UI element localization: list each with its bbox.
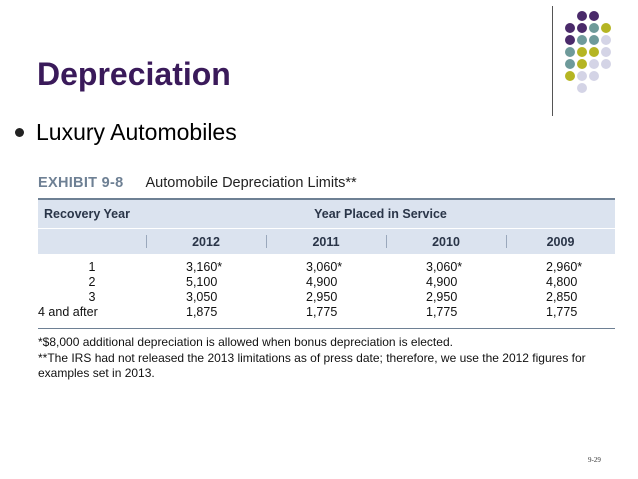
exhibit-header: EXHIBIT 9-8 Automobile Depreciation Limi… (38, 175, 615, 195)
exhibit-number: EXHIBIT 9-8 (38, 175, 124, 191)
decorative-vertical-line (552, 6, 553, 116)
decor-dot (589, 11, 599, 21)
year-header: 2009 (506, 228, 615, 254)
depreciation-table: Recovery Year Year Placed in Service 201… (38, 200, 615, 329)
decor-dot (565, 47, 575, 57)
value-cell: 4,900 (306, 275, 338, 289)
bullet-text: Luxury Automobiles (36, 119, 237, 145)
decor-dot (589, 35, 599, 45)
value-cell: 2,950 (426, 290, 458, 304)
decor-dot (577, 83, 587, 93)
page-number: 9-29 (588, 456, 601, 464)
decor-dot (565, 23, 575, 33)
year-header: 2011 (266, 228, 386, 254)
decor-dot (577, 71, 587, 81)
exhibit-figure: EXHIBIT 9-8 Automobile Depreciation Limi… (38, 175, 615, 382)
slide-title: Depreciation (37, 56, 231, 92)
table-year-row: 2012 2011 2010 2009 (38, 228, 615, 254)
year-header: 2010 (386, 228, 506, 254)
value-cell: 2,950 (306, 290, 338, 304)
decor-dot (565, 71, 575, 81)
empty-header-cell (38, 228, 146, 254)
footnote-continued: examples set in 2013. (38, 366, 155, 380)
value-cell: 3,060* (306, 260, 343, 274)
table-row: 4 and after 1,875 1,775 1,775 1,775 (38, 305, 615, 320)
table-header-row: Recovery Year Year Placed in Service (38, 200, 615, 229)
value-cell: 1,775 (426, 305, 458, 319)
table-row: 3 3,050 2,950 2,950 2,850 (38, 290, 615, 305)
bullet-item: Luxury Automobiles (15, 119, 237, 146)
recovery-year-header-label: Recovery Year (44, 207, 130, 221)
decor-dot (577, 35, 587, 45)
bullet-icon (15, 128, 24, 137)
table-row: 1 3,160* 3,060* 3,060* 2,960* (38, 260, 615, 275)
value-cell: 2,960* (546, 260, 583, 274)
year-placed-header: Year Placed in Service (146, 200, 615, 229)
recovery-year-cell: 3 (88, 290, 96, 304)
exhibit-header-rule (38, 198, 615, 200)
value-cell: 5,100 (186, 275, 218, 289)
value-cell: 1,775 (306, 305, 338, 319)
year-header: 2012 (146, 228, 266, 254)
recovery-year-cell: 1 (88, 260, 96, 274)
footnote: *$8,000 additional depreciation is allow… (38, 335, 453, 349)
decor-dot (565, 59, 575, 69)
decor-dot (577, 47, 587, 57)
decor-dot (589, 71, 599, 81)
value-cell: 4,900 (426, 275, 458, 289)
decor-dot (601, 35, 611, 45)
decor-dot (601, 47, 611, 57)
decor-dot (589, 23, 599, 33)
value-cell: 1,775 (546, 305, 578, 319)
value-cell: 4,800 (546, 275, 578, 289)
decor-dot (577, 23, 587, 33)
decor-dot (601, 59, 611, 69)
recovery-year-cell: 4 and after (38, 305, 98, 319)
decor-dot (577, 11, 587, 21)
decor-dot (589, 59, 599, 69)
recovery-year-cell: 2 (88, 275, 96, 289)
year-placed-header-label: Year Placed in Service (314, 207, 447, 221)
exhibit-footnotes: *$8,000 additional depreciation is allow… (38, 335, 615, 382)
value-cell: 3,050 (186, 290, 218, 304)
value-cell: 3,160* (186, 260, 223, 274)
value-cell: 3,060* (426, 260, 463, 274)
exhibit-title: Automobile Depreciation Limits** (145, 175, 357, 191)
decor-dot (565, 35, 575, 45)
value-cell: 1,875 (186, 305, 218, 319)
value-cell: 2,850 (546, 290, 578, 304)
decor-dot (589, 47, 599, 57)
decor-dot (601, 23, 611, 33)
footnote: **The IRS had not released the 2013 limi… (38, 350, 586, 365)
recovery-year-header: Recovery Year (38, 200, 146, 229)
decor-dot (577, 59, 587, 69)
table-row: 2 5,100 4,900 4,900 4,800 (38, 275, 615, 290)
